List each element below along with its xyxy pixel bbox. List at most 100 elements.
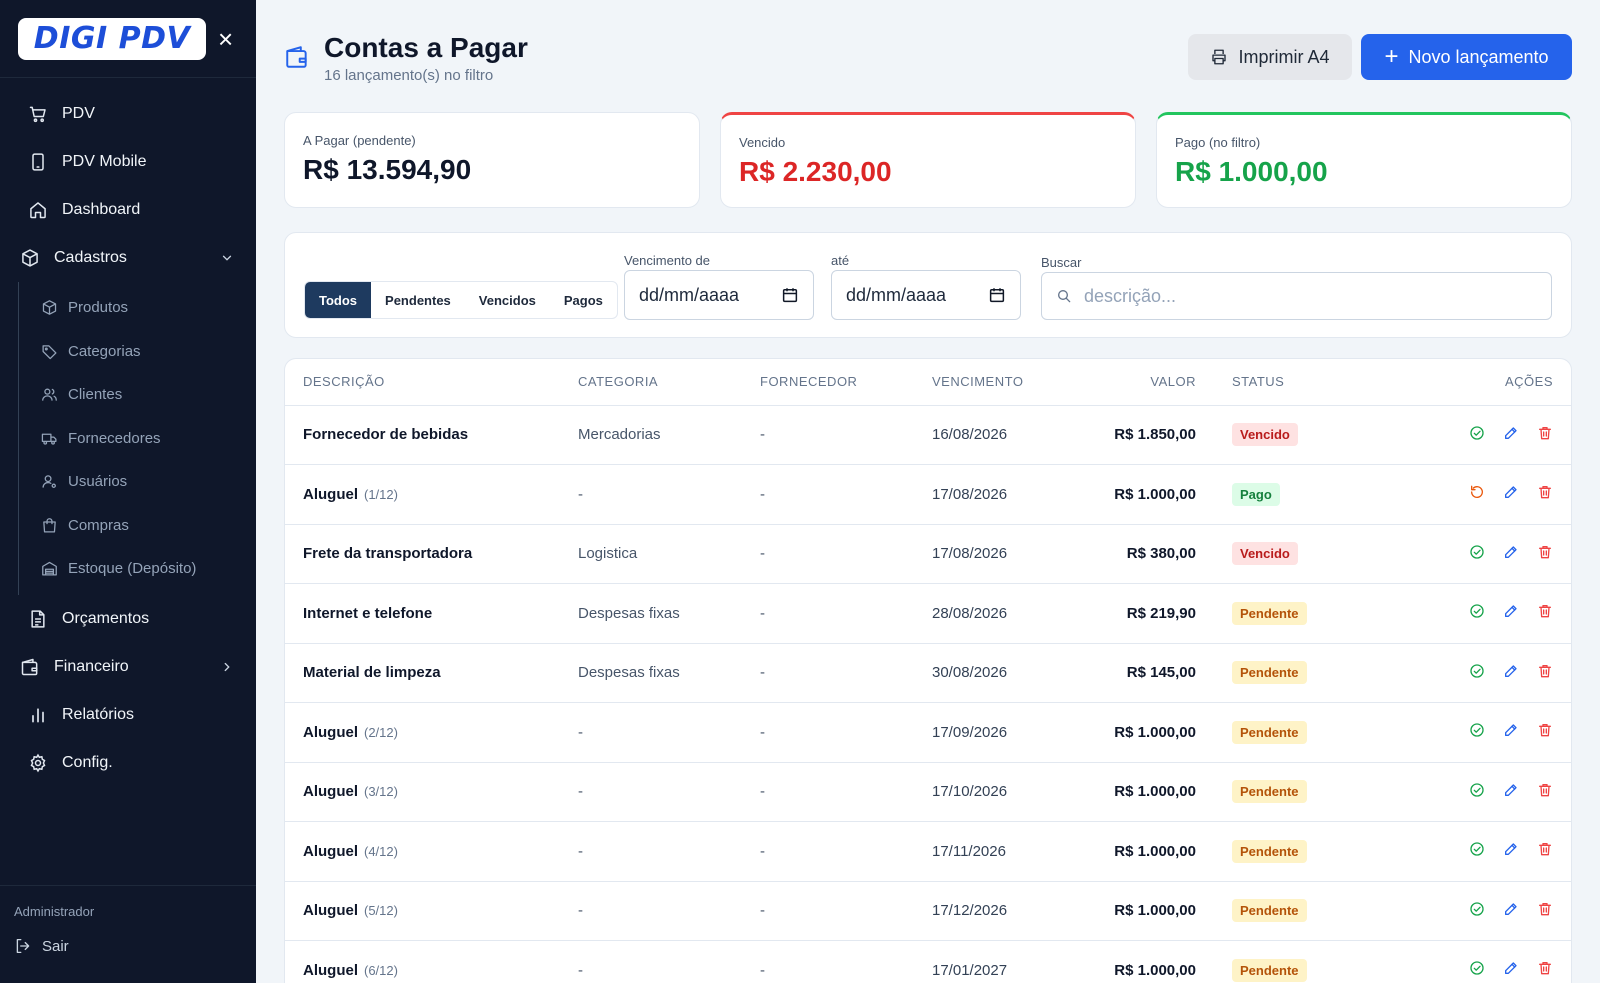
sidebar-item-produtos[interactable]: Produtos	[19, 286, 256, 330]
cell-valor: R$ 1.000,00	[1064, 464, 1214, 525]
edit-pencil-icon[interactable]	[1503, 425, 1519, 441]
cell-acoes	[1374, 643, 1571, 703]
edit-pencil-icon[interactable]	[1503, 901, 1519, 917]
sidebar-item-categorias[interactable]: Categorias	[19, 330, 256, 374]
status-badge: Pendente	[1232, 661, 1307, 685]
cell-valor: R$ 1.850,00	[1064, 405, 1214, 465]
trash-icon[interactable]	[1537, 544, 1553, 560]
mark-paid-icon[interactable]	[1469, 782, 1485, 798]
cell-fornecedor: -	[742, 762, 914, 822]
col-status[interactable]: STATUS	[1214, 359, 1374, 406]
sidebar-item-clientes[interactable]: Clientes	[19, 373, 256, 417]
sidebar-item-config[interactable]: Config.	[0, 739, 256, 787]
edit-pencil-icon[interactable]	[1503, 603, 1519, 619]
printer-icon	[1212, 49, 1227, 65]
undo-payment-icon[interactable]	[1469, 484, 1485, 500]
table-row[interactable]: Aluguel (2/12) - -17/09/2026 R$ 1.000,00 Pend…	[285, 702, 1571, 763]
table-row[interactable]: Frete da transportadora Logistica -17/08/2…	[285, 524, 1571, 584]
sidebar-item-dashboard[interactable]: Dashboard	[0, 186, 256, 234]
tab-pendentes[interactable]: Pendentes	[385, 292, 451, 308]
close-icon[interactable]: ×	[218, 23, 234, 54]
col-valor[interactable]: VALOR	[1064, 359, 1214, 406]
logout-button[interactable]: Sair	[14, 937, 242, 955]
row-actions	[1469, 901, 1553, 917]
sidebar-item-estoque[interactable]: Estoque (Depósito)	[19, 547, 256, 591]
table-row[interactable]: Aluguel (5/12) - -17/12/2026 R$ 1.000,00 Pend…	[285, 881, 1571, 941]
col-categoria[interactable]: CATEGORIA	[560, 359, 742, 406]
calendar-icon[interactable]	[988, 286, 1006, 304]
table-row[interactable]: Aluguel (3/12) - -17/10/2026 R$ 1.000,00 Pend…	[285, 762, 1571, 822]
venc-de-input[interactable]: dd/mm/aaaa	[624, 270, 814, 320]
table-row[interactable]: Material de limpeza Despesas fixas -30/08/…	[285, 643, 1571, 703]
trash-icon[interactable]	[1537, 782, 1553, 798]
logo[interactable]: DIGI PDV	[18, 17, 206, 60]
row-actions	[1469, 544, 1553, 560]
wallet-icon	[21, 658, 38, 675]
trash-icon[interactable]	[1537, 901, 1553, 917]
tab-vencidos[interactable]: Vencidos	[478, 292, 536, 308]
sidebar-group-financeiro[interactable]: Financeiro	[0, 643, 256, 691]
cell-acoes	[1374, 881, 1571, 941]
sidebar-item-label: Config.	[62, 753, 113, 771]
print-a4-button[interactable]: Imprimir A4	[1188, 34, 1352, 80]
mark-paid-icon[interactable]	[1469, 663, 1485, 679]
mark-paid-icon[interactable]	[1469, 841, 1485, 857]
trash-icon[interactable]	[1537, 841, 1553, 857]
calendar-icon[interactable]	[781, 286, 799, 304]
installment-text: (6/12)	[364, 962, 398, 978]
mark-paid-icon[interactable]	[1469, 425, 1485, 441]
mark-paid-icon[interactable]	[1469, 544, 1485, 560]
edit-pencil-icon[interactable]	[1503, 544, 1519, 560]
table-row[interactable]: Aluguel (6/12) - -17/01/2027 R$ 1.000,00 Pend…	[285, 940, 1571, 983]
edit-pencil-icon[interactable]	[1503, 960, 1519, 976]
mark-paid-icon[interactable]	[1469, 722, 1485, 738]
sidebar-item-orcamentos[interactable]: Orçamentos	[0, 595, 256, 643]
sidebar-item-pdv-mobile[interactable]: PDV Mobile	[0, 138, 256, 186]
search-input[interactable]	[1084, 285, 1524, 307]
mark-paid-icon[interactable]	[1469, 603, 1485, 619]
table-row[interactable]: Aluguel (4/12) - -17/11/2026 R$ 1.000,00 Pend…	[285, 821, 1571, 882]
mark-paid-icon[interactable]	[1469, 960, 1485, 976]
trash-icon[interactable]	[1537, 722, 1553, 738]
sidebar-item-compras[interactable]: Compras	[19, 504, 256, 548]
users-icon	[42, 388, 57, 402]
table-header: DESCRIÇÃO CATEGORIA FORNECEDOR VENCIMENT…	[285, 359, 1571, 406]
edit-pencil-icon[interactable]	[1503, 722, 1519, 738]
cell-valor: R$ 1.000,00	[1064, 881, 1214, 941]
trash-icon[interactable]	[1537, 960, 1553, 976]
cell-fornecedor: -	[742, 821, 914, 882]
table-row[interactable]: Aluguel (1/12) - -17/08/2026 R$ 1.000,00 Pago	[285, 464, 1571, 525]
status-badge: Pendente	[1232, 601, 1307, 625]
sidebar-item-usuarios[interactable]: Usuários	[19, 460, 256, 504]
ate-input[interactable]: dd/mm/aaaa	[831, 270, 1021, 320]
sidebar-group-cadastros[interactable]: Cadastros	[0, 234, 256, 282]
table-row[interactable]: Fornecedor de bebidas Mercadorias -16/08/2…	[285, 405, 1571, 465]
edit-pencil-icon[interactable]	[1503, 841, 1519, 857]
desc-text: Aluguel	[303, 485, 358, 503]
edit-pencil-icon[interactable]	[1503, 484, 1519, 500]
sidebar-item-pdv[interactable]: PDV	[0, 90, 256, 138]
trash-icon[interactable]	[1537, 484, 1553, 500]
cell-descricao: Internet e telefone	[285, 583, 560, 644]
trash-icon[interactable]	[1537, 603, 1553, 619]
table: DESCRIÇÃO CATEGORIA FORNECEDOR VENCIMENT…	[285, 359, 1571, 983]
cell-status: Vencido	[1214, 405, 1374, 465]
trash-icon[interactable]	[1537, 425, 1553, 441]
tab-todos[interactable]: Todos	[305, 282, 372, 318]
sidebar-item-relatorios[interactable]: Relatórios	[0, 691, 256, 739]
edit-pencil-icon[interactable]	[1503, 782, 1519, 798]
col-descricao[interactable]: DESCRIÇÃO	[285, 359, 560, 406]
table-row[interactable]: Internet e telefone Despesas fixas -28/08/…	[285, 583, 1571, 644]
tab-pagos[interactable]: Pagos	[563, 292, 603, 308]
mark-paid-icon[interactable]	[1469, 901, 1485, 917]
col-vencimento[interactable]: VENCIMENTO	[914, 359, 1064, 406]
desc-text: Aluguel	[303, 783, 358, 801]
sidebar-item-fornecedores[interactable]: Fornecedores	[19, 417, 256, 461]
col-fornecedor[interactable]: FORNECEDOR	[742, 359, 914, 406]
sidebar-footer: Administrador Sair	[0, 885, 256, 983]
installment-text: (4/12)	[364, 843, 398, 859]
trash-icon[interactable]	[1537, 663, 1553, 679]
edit-pencil-icon[interactable]	[1503, 663, 1519, 679]
cell-acoes	[1374, 821, 1571, 882]
new-entry-button[interactable]: + Novo lançamento	[1361, 34, 1572, 80]
